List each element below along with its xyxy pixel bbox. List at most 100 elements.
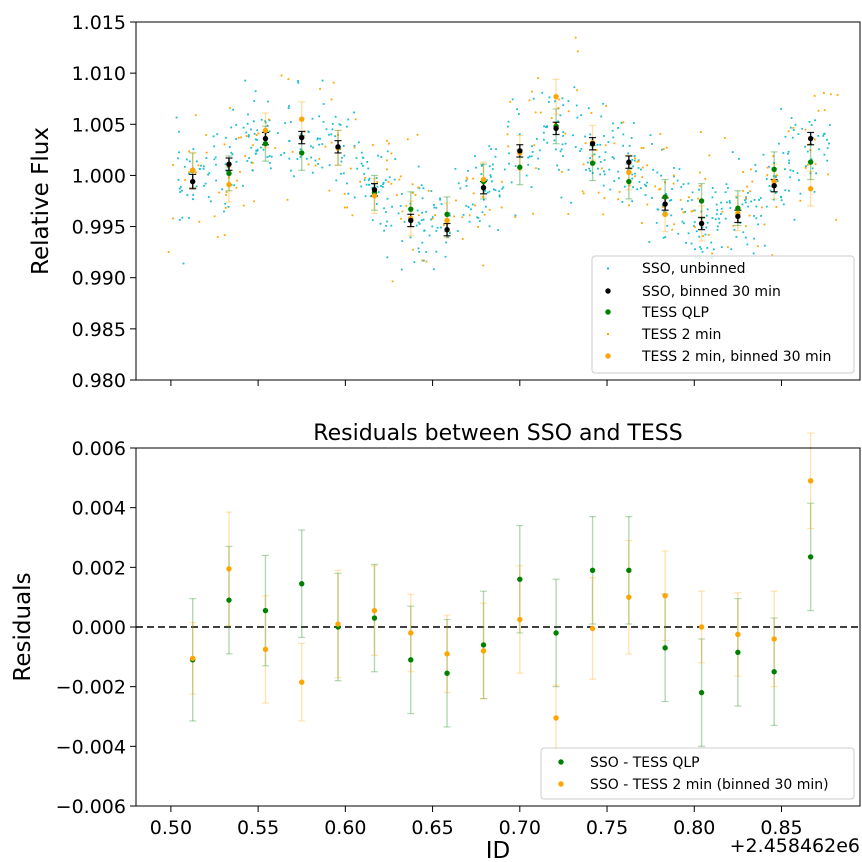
sso-unbinned-point bbox=[604, 151, 607, 154]
tess-2min-binned-point bbox=[771, 178, 777, 185]
tess-2min-point bbox=[411, 183, 414, 186]
sso-unbinned-point bbox=[425, 210, 428, 213]
legend-marker-tess-2min bbox=[607, 333, 609, 335]
sso-unbinned-point bbox=[621, 200, 624, 203]
sso-unbinned-point bbox=[693, 225, 695, 227]
top-y-axis-label: Relative Flux bbox=[28, 127, 54, 275]
sso-unbinned-point bbox=[409, 236, 412, 239]
sso-unbinned-point bbox=[230, 126, 233, 129]
sso-unbinned-point bbox=[725, 183, 728, 186]
sso-unbinned-point bbox=[386, 197, 389, 200]
sso-unbinned-point bbox=[474, 155, 476, 158]
sso-unbinned-point bbox=[755, 205, 758, 208]
sso-unbinned-point bbox=[603, 170, 605, 173]
top-ytick-label: 1.015 bbox=[72, 12, 126, 34]
sso-unbinned-point bbox=[440, 203, 443, 206]
tess-2min-point bbox=[223, 143, 226, 146]
sso-unbinned-point bbox=[377, 154, 380, 157]
sso-unbinned-point bbox=[607, 141, 610, 143]
tess-2min-point bbox=[188, 171, 191, 174]
tess-2min-point bbox=[595, 149, 598, 151]
sso-unbinned-point bbox=[202, 165, 205, 168]
residual-qlp-point bbox=[626, 567, 632, 574]
sso-unbinned-point bbox=[264, 120, 267, 123]
tess-2min-point bbox=[537, 77, 540, 79]
tess-2min-point bbox=[665, 146, 668, 149]
sso-unbinned-point bbox=[481, 163, 484, 166]
tess-2min-point bbox=[671, 228, 674, 231]
sso-unbinned-point bbox=[585, 168, 587, 171]
sso-binned-point bbox=[189, 178, 196, 185]
tess-2min-point bbox=[213, 215, 216, 218]
residual-qlp-point bbox=[262, 607, 269, 614]
tess-2min-point bbox=[584, 142, 587, 145]
sso-unbinned-point bbox=[699, 246, 702, 248]
sso-unbinned-point bbox=[706, 221, 709, 224]
sso-unbinned-point bbox=[792, 170, 795, 172]
bottom-y-axis-ticks: −0.006 −0.004 −0.002 0.000 0.002 0.004 0.006 bbox=[56, 438, 136, 818]
sso-unbinned-point bbox=[651, 143, 653, 145]
sso-unbinned-point bbox=[547, 101, 550, 103]
sso-unbinned-point bbox=[181, 216, 184, 219]
sso-unbinned-point bbox=[312, 146, 314, 149]
tess-2min-point bbox=[672, 174, 675, 177]
tess-2min-point bbox=[634, 157, 636, 160]
sso-binned-point bbox=[262, 135, 269, 142]
tess-2min-point bbox=[532, 212, 534, 215]
bottom-xtick-label: 0.70 bbox=[499, 817, 541, 839]
tess-2min-point bbox=[267, 118, 270, 121]
tess-2min-point bbox=[658, 188, 660, 191]
sso-unbinned-point bbox=[482, 198, 485, 201]
sso-unbinned-point bbox=[755, 217, 758, 220]
sso-unbinned-point bbox=[334, 115, 337, 118]
sso-unbinned-point bbox=[311, 171, 314, 174]
tess-2min-point bbox=[836, 94, 839, 96]
bottom-ytick-label: 0.006 bbox=[72, 438, 126, 460]
tess-2min-point bbox=[280, 74, 283, 77]
tess-2min-point bbox=[307, 163, 310, 166]
tess-2min-point bbox=[533, 144, 536, 147]
sso-unbinned-point bbox=[593, 153, 596, 156]
sso-unbinned-point bbox=[589, 157, 592, 159]
tess-2min-point bbox=[673, 223, 676, 226]
sso-unbinned-point bbox=[495, 148, 497, 151]
sso-unbinned-point bbox=[491, 180, 493, 183]
sso-unbinned-point bbox=[554, 148, 557, 151]
sso-unbinned-point bbox=[490, 148, 492, 151]
sso-unbinned-point bbox=[430, 190, 433, 192]
sso-unbinned-point bbox=[244, 79, 247, 82]
sso-unbinned-point bbox=[559, 114, 562, 117]
sso-unbinned-point bbox=[432, 268, 435, 271]
residual-qlp-point bbox=[480, 642, 487, 648]
sso-unbinned-point bbox=[719, 213, 722, 215]
sso-unbinned-point bbox=[705, 226, 708, 229]
sso-unbinned-point bbox=[178, 218, 181, 221]
sso-unbinned-point bbox=[310, 145, 312, 148]
residual-qlp-point bbox=[735, 649, 741, 656]
residual-qlp-point bbox=[553, 630, 559, 636]
tess-2min-point bbox=[535, 167, 537, 170]
sso-unbinned-point bbox=[360, 185, 363, 188]
legend-label-sso-binned: SSO, binned 30 min bbox=[642, 284, 781, 300]
sso-unbinned-point bbox=[656, 171, 659, 174]
sso-unbinned-point bbox=[486, 191, 489, 194]
sso-unbinned-point bbox=[750, 200, 752, 203]
sso-unbinned-point bbox=[260, 118, 263, 121]
sso-unbinned-point bbox=[371, 219, 374, 222]
tess-2min-point bbox=[581, 190, 584, 193]
sso-unbinned-point bbox=[636, 188, 639, 191]
tess-2min-point bbox=[659, 187, 662, 190]
sso-unbinned-point bbox=[417, 165, 420, 168]
tess-2min-point bbox=[553, 122, 556, 124]
tess-2min-point bbox=[721, 210, 724, 213]
sso-unbinned-point bbox=[376, 185, 379, 188]
bottom-xtick-label: 0.60 bbox=[324, 817, 366, 839]
sso-unbinned-point bbox=[318, 143, 320, 146]
sso-unbinned-point bbox=[480, 173, 483, 175]
tess-2min-point bbox=[723, 137, 726, 140]
sso-unbinned-point bbox=[631, 173, 634, 176]
sso-unbinned-point bbox=[435, 206, 438, 209]
tess-2min-point bbox=[346, 206, 349, 209]
tess-qlp-point bbox=[626, 178, 632, 185]
tess-2min-binned-point bbox=[444, 217, 450, 224]
